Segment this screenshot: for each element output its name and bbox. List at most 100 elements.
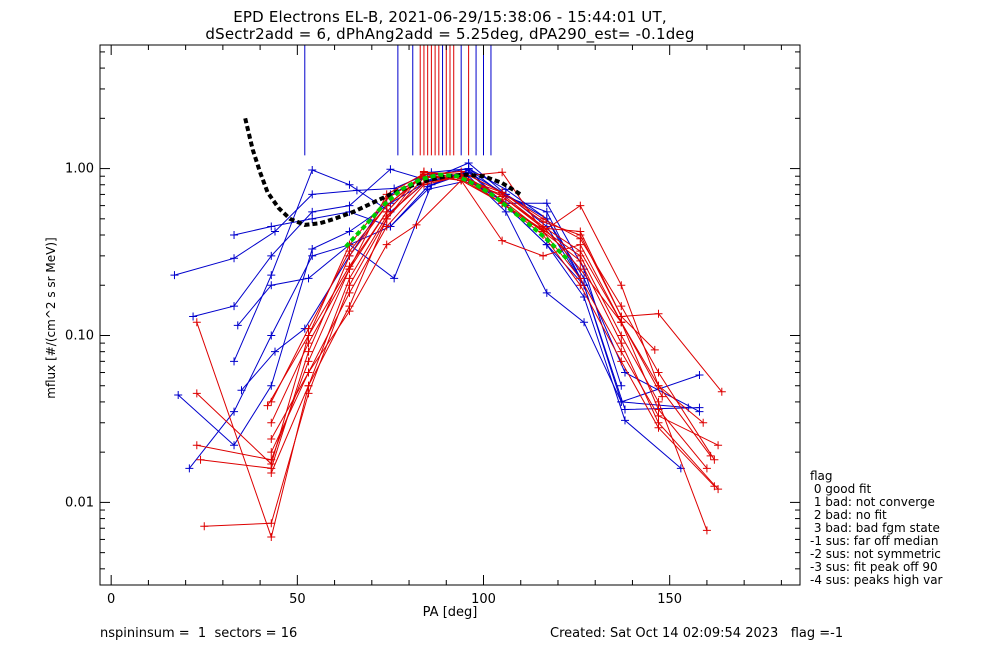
data-point bbox=[308, 244, 317, 253]
data-point bbox=[382, 222, 391, 231]
data-point bbox=[617, 331, 626, 340]
y-tick-label: 0.01 bbox=[65, 495, 94, 510]
data-point bbox=[345, 265, 354, 274]
data-point bbox=[230, 302, 239, 311]
data-point bbox=[542, 288, 551, 297]
data-point bbox=[654, 405, 663, 414]
series-line bbox=[267, 171, 723, 406]
data-point bbox=[192, 389, 201, 398]
data-point bbox=[304, 347, 313, 356]
footer-left: nspininsum = 1 sectors = 16 bbox=[100, 626, 298, 641]
series-line bbox=[196, 171, 719, 461]
data-point bbox=[345, 180, 354, 189]
data-point bbox=[230, 441, 239, 450]
data-point bbox=[539, 222, 548, 231]
data-point bbox=[170, 271, 179, 280]
data-point bbox=[237, 386, 246, 395]
data-point bbox=[498, 192, 507, 201]
series-line bbox=[177, 171, 689, 446]
x-tick-label: 150 bbox=[657, 592, 682, 607]
data-point bbox=[267, 381, 276, 390]
data-point bbox=[308, 207, 317, 216]
data-point bbox=[576, 256, 585, 265]
series-line bbox=[270, 173, 704, 424]
data-point bbox=[464, 164, 473, 173]
data-point bbox=[267, 418, 276, 427]
data-point bbox=[192, 441, 201, 450]
legend-title: flag bbox=[810, 469, 833, 483]
data-point bbox=[695, 407, 704, 416]
data-point bbox=[267, 222, 276, 231]
series-line bbox=[196, 175, 712, 465]
data-point bbox=[267, 271, 276, 280]
data-point bbox=[498, 168, 507, 177]
data-point bbox=[658, 392, 667, 401]
data-point bbox=[617, 381, 626, 390]
data-point bbox=[263, 401, 272, 410]
green-fit-curve bbox=[344, 172, 571, 263]
data-point bbox=[230, 357, 239, 366]
data-point bbox=[580, 318, 589, 327]
series-line bbox=[233, 179, 622, 386]
data-point bbox=[267, 533, 276, 542]
data-point bbox=[304, 331, 313, 340]
data-point bbox=[382, 240, 391, 249]
legend-item: 2 bad: no fit bbox=[810, 508, 887, 522]
legend-item: -1 sus: far off median bbox=[810, 534, 939, 548]
series-line bbox=[189, 171, 682, 469]
data-point bbox=[230, 407, 239, 416]
y-tick-label: 1.00 bbox=[65, 162, 94, 177]
data-point bbox=[304, 368, 313, 377]
data-point bbox=[267, 469, 276, 478]
data-point bbox=[576, 247, 585, 256]
data-point bbox=[185, 464, 194, 473]
series-line bbox=[270, 170, 656, 403]
plot-frame bbox=[99, 44, 801, 586]
data-point bbox=[695, 370, 704, 379]
data-point bbox=[304, 389, 313, 398]
data-point bbox=[304, 324, 313, 333]
y-tick-label: 0.10 bbox=[65, 328, 94, 343]
x-tick-label: 50 bbox=[289, 592, 306, 607]
x-axis-label: PA [deg] bbox=[423, 605, 478, 620]
data-point bbox=[196, 455, 205, 464]
axes: 0 50 100 150 0.01 0.10 1.00 bbox=[65, 44, 801, 607]
x-tick-label: 100 bbox=[471, 592, 496, 607]
data-point bbox=[200, 522, 209, 531]
data-point bbox=[576, 201, 585, 210]
black-fit-curve bbox=[243, 117, 522, 227]
legend-item: 0 good fit bbox=[810, 482, 872, 496]
data-point bbox=[423, 185, 432, 194]
data-point bbox=[702, 526, 711, 535]
series-line bbox=[237, 169, 585, 326]
data-point bbox=[267, 331, 276, 340]
data-point bbox=[412, 220, 421, 229]
data-point bbox=[267, 448, 276, 457]
data-point bbox=[267, 251, 276, 260]
legend-item: -4 sus: peaks high var bbox=[810, 573, 943, 587]
footer-right: Created: Sat Oct 14 02:09:54 2023 flag =… bbox=[550, 626, 844, 641]
data-point bbox=[714, 441, 723, 450]
data-point bbox=[576, 281, 585, 290]
data-point bbox=[390, 274, 399, 283]
data-point bbox=[345, 247, 354, 256]
data-point bbox=[617, 302, 626, 311]
data-point bbox=[271, 227, 279, 236]
data-point bbox=[576, 265, 585, 274]
data-point bbox=[192, 318, 201, 327]
data-point bbox=[345, 227, 354, 236]
series-line bbox=[196, 175, 715, 539]
data-point bbox=[702, 464, 711, 473]
data-point bbox=[650, 345, 659, 354]
data-point bbox=[714, 485, 723, 494]
data-point bbox=[382, 211, 391, 220]
legend-item: -2 sus: not symmetric bbox=[810, 547, 941, 561]
data-point bbox=[308, 251, 317, 260]
data-point bbox=[617, 318, 626, 327]
data-point bbox=[617, 357, 626, 366]
data-point bbox=[230, 230, 239, 239]
data-point bbox=[189, 312, 198, 321]
data-point bbox=[304, 339, 313, 348]
flag-legend: flag 0 good fit 1 bad: not converge 2 ba… bbox=[810, 470, 942, 587]
